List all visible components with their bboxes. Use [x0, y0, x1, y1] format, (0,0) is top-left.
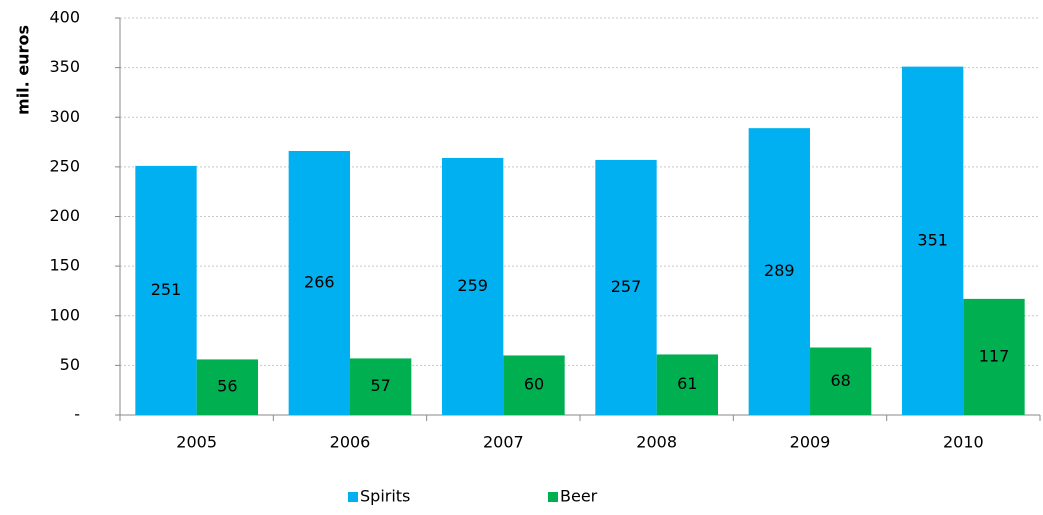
- y-tick-label: -: [74, 405, 80, 424]
- data-label: 117: [979, 346, 1010, 365]
- y-tick-label: 350: [49, 57, 80, 76]
- bar: [656, 354, 718, 415]
- bar: [135, 165, 197, 415]
- data-label: 259: [457, 276, 488, 295]
- y-tick-label: 200: [49, 206, 80, 225]
- x-tick-label: 2006: [330, 433, 371, 452]
- bar: [963, 298, 1025, 415]
- data-label: 61: [677, 374, 697, 393]
- x-tick-label: 2009: [790, 433, 831, 452]
- y-tick-label: 150: [49, 256, 80, 275]
- y-tick-label: 100: [49, 305, 80, 324]
- y-tick-label: 400: [49, 8, 80, 27]
- bar: [902, 66, 964, 415]
- data-label: 60: [524, 375, 544, 394]
- y-tick-label: 50: [60, 355, 80, 374]
- data-label: 289: [764, 261, 795, 280]
- legend-label: Spirits: [360, 487, 410, 506]
- x-tick-label: 2008: [636, 433, 677, 452]
- legend-swatch: [348, 492, 358, 502]
- data-label: 56: [217, 377, 237, 396]
- data-label: 68: [830, 371, 850, 390]
- data-label: 57: [370, 376, 390, 395]
- y-tick-label: 250: [49, 156, 80, 175]
- x-tick-label: 2010: [943, 433, 984, 452]
- bar: [442, 157, 504, 415]
- data-label: 257: [611, 277, 642, 296]
- bar: [350, 358, 412, 415]
- data-label: 351: [917, 230, 948, 249]
- bar: [595, 159, 657, 415]
- bar: [748, 128, 810, 416]
- data-label: 266: [304, 272, 335, 291]
- y-axis-label: mil. euros: [14, 25, 33, 115]
- x-tick-label: 2007: [483, 433, 524, 452]
- y-tick-label: 300: [49, 107, 80, 126]
- legend-swatch: [548, 492, 558, 502]
- bar: [288, 150, 350, 415]
- data-label: 251: [151, 280, 182, 299]
- bar: [196, 359, 258, 415]
- bar: [810, 347, 872, 415]
- x-tick-label: 2005: [176, 433, 217, 452]
- legend-label: Beer: [560, 487, 598, 506]
- bar: [503, 355, 565, 415]
